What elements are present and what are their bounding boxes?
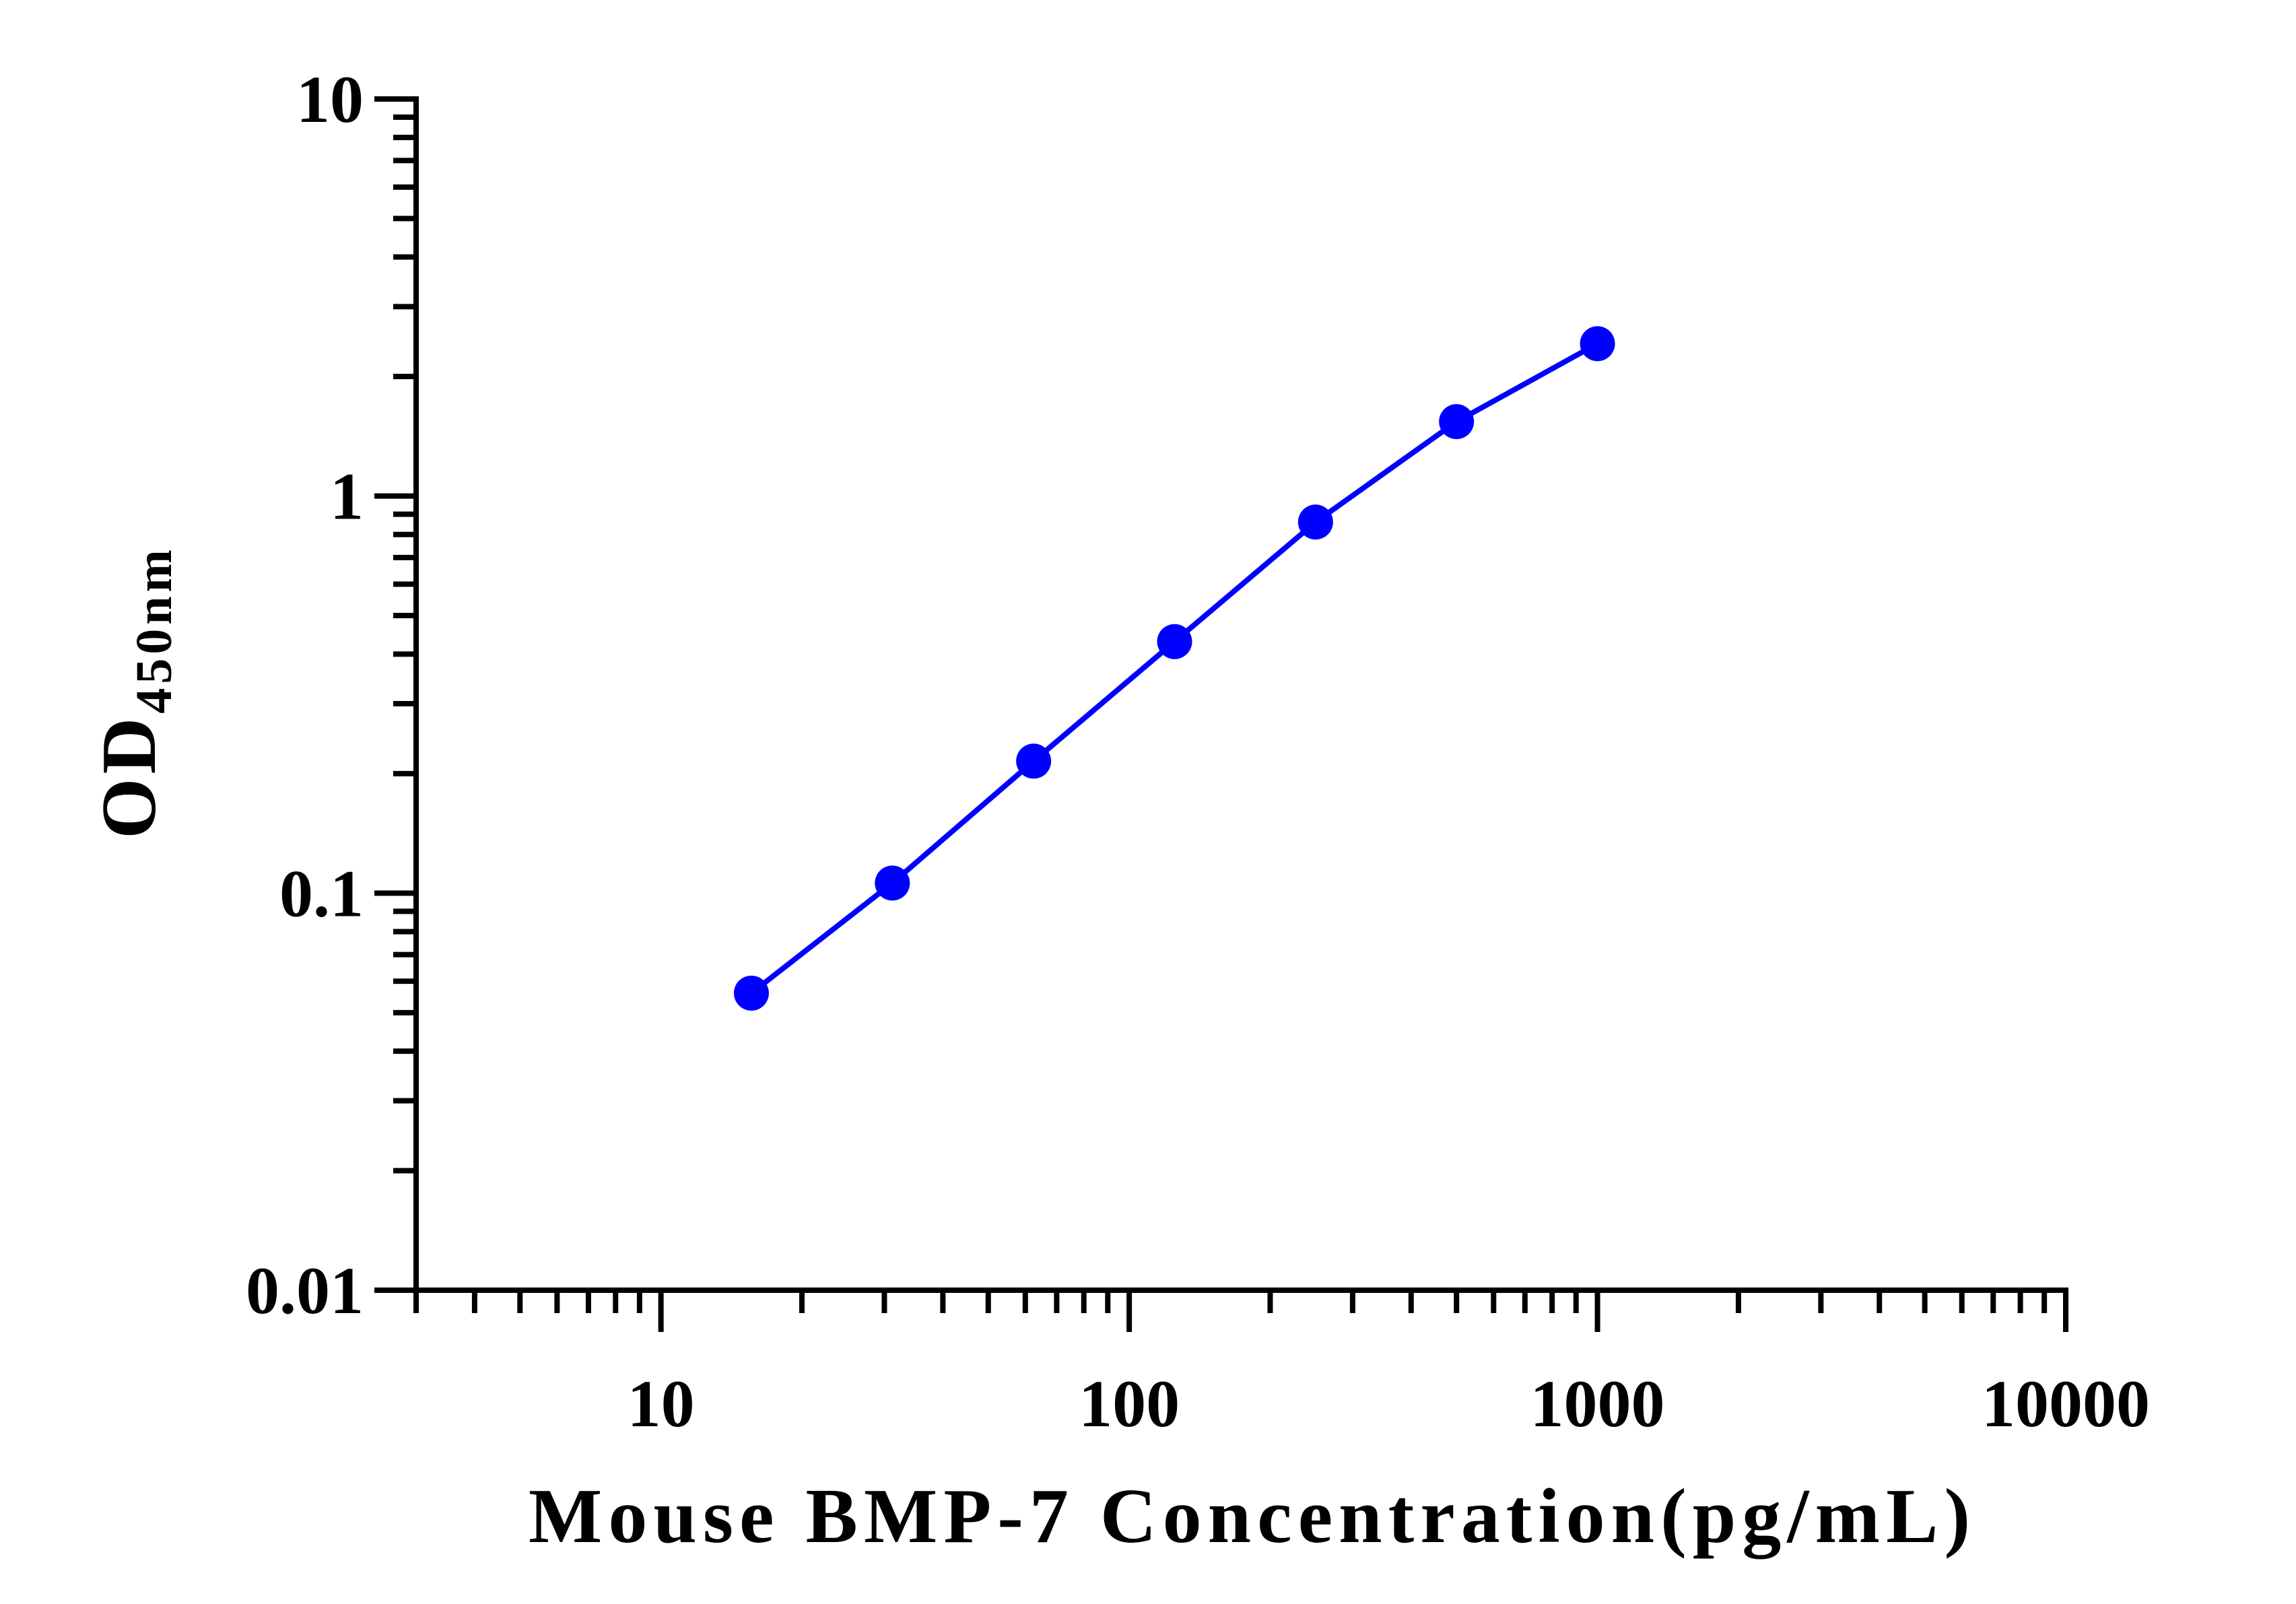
x-tick-label: 100 <box>1079 1366 1180 1441</box>
data-point <box>1297 504 1333 540</box>
data-point <box>1157 624 1192 659</box>
y-axis-title-main: OD <box>86 714 172 839</box>
data-point <box>875 865 910 901</box>
x-tick-label: 10000 <box>1982 1366 2150 1441</box>
series-layer <box>733 326 1615 1011</box>
data-point <box>1439 404 1475 440</box>
series-line <box>749 341 1599 995</box>
y-axis-title: OD450nm <box>86 545 182 839</box>
y-tick-label: 10 <box>296 62 364 137</box>
y-tick-label: 1 <box>330 459 364 534</box>
x-tick-label: 1000 <box>1530 1366 1665 1441</box>
y-tick-label: 0.1 <box>279 856 364 931</box>
y-tick-label: 0.01 <box>246 1253 364 1328</box>
data-point <box>733 975 769 1011</box>
x-axis-title: Mouse BMP-7 Concentration(pg/mL) <box>529 1473 1976 1560</box>
data-point <box>1580 326 1615 362</box>
y-axis-title-subscript: 450nm <box>126 545 182 714</box>
tick-labels: 10 1 0.1 0.01 10 100 1000 10000 <box>246 62 2150 1441</box>
data-point <box>1016 743 1052 779</box>
axes <box>374 96 2068 1332</box>
x-tick-label: 10 <box>628 1366 695 1441</box>
